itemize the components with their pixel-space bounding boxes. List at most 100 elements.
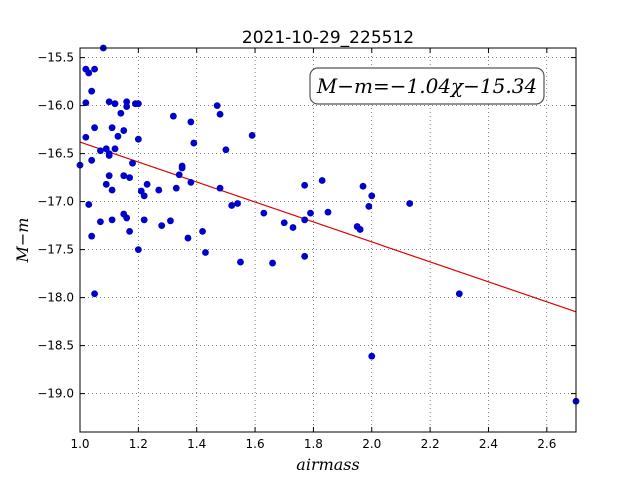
data-point — [120, 127, 128, 134]
data-point — [187, 118, 195, 126]
data-point — [108, 124, 116, 132]
x-tick-label: 1.6 — [246, 437, 265, 451]
data-point — [167, 217, 174, 225]
data-point — [126, 174, 133, 182]
data-points — [76, 44, 580, 405]
data-point — [172, 184, 180, 192]
plot-frame — [79, 47, 577, 433]
axis-ticks — [79, 48, 576, 432]
y-tick-label: −18.0 — [37, 291, 74, 305]
y-tick-label: −18.5 — [37, 339, 74, 353]
x-tick-label: 2.0 — [362, 437, 381, 451]
data-point — [234, 200, 241, 207]
x-tick-label: 2.2 — [421, 437, 440, 451]
data-point — [260, 209, 268, 217]
data-point — [202, 249, 209, 256]
x-tick-label: 1.0 — [70, 437, 89, 451]
data-point — [82, 133, 90, 141]
fit-line — [79, 141, 577, 313]
data-point — [123, 103, 131, 110]
chart-title: 2021-10-29_225512 — [242, 28, 414, 48]
data-point — [190, 139, 198, 147]
data-point — [105, 172, 113, 180]
data-point — [365, 203, 373, 210]
y-tick-label: −17.5 — [37, 243, 74, 257]
y-tick-label: −19.0 — [37, 387, 74, 401]
data-point — [91, 65, 98, 73]
data-point — [97, 218, 104, 226]
fit-equation-box-border — [309, 67, 545, 105]
data-point — [307, 209, 314, 217]
data-point — [178, 164, 186, 172]
data-point — [213, 102, 221, 109]
data-point — [111, 100, 119, 108]
data-point — [120, 172, 128, 180]
x-tick-label: 1.8 — [304, 437, 323, 451]
data-point — [155, 186, 163, 194]
data-point — [91, 290, 98, 298]
data-point — [222, 146, 230, 154]
grid-lines — [80, 48, 576, 432]
y-tick-label: −15.5 — [37, 51, 74, 65]
x-tick-label: 2.6 — [537, 437, 556, 451]
data-point — [123, 214, 131, 222]
data-point — [129, 159, 136, 167]
x-axis-label: airmass — [296, 455, 359, 474]
data-point — [228, 202, 236, 209]
data-point — [301, 216, 309, 224]
data-point — [134, 246, 142, 254]
data-point — [102, 180, 110, 188]
y-tick-label: −17.0 — [37, 195, 74, 209]
data-point — [324, 208, 332, 216]
data-point — [108, 186, 116, 194]
data-point — [301, 252, 309, 260]
data-point — [356, 226, 364, 233]
data-point — [216, 110, 224, 118]
data-point — [88, 87, 96, 95]
y-tick-label: −16.0 — [37, 99, 74, 113]
data-point — [117, 109, 125, 117]
data-point — [143, 180, 151, 188]
data-point — [140, 192, 148, 200]
data-point — [85, 69, 93, 77]
data-point — [140, 216, 148, 224]
data-point — [289, 224, 297, 231]
data-point — [199, 227, 206, 235]
data-point — [91, 124, 98, 132]
data-point — [82, 99, 90, 107]
data-point — [134, 135, 142, 143]
y-tick-labels: −15.5 −16.0 −16.5 −17.0 −17.5 −18.0 −18.5 −19.0 — [37, 51, 74, 401]
data-point — [85, 201, 93, 208]
y-tick-label: −16.5 — [37, 147, 74, 161]
data-point — [318, 177, 326, 184]
data-point — [280, 219, 288, 227]
x-tick-label: 1.4 — [187, 437, 206, 451]
y-axis-label: M−m — [13, 218, 32, 264]
data-point — [301, 181, 309, 189]
data-point — [406, 200, 414, 207]
data-point — [455, 290, 463, 298]
data-point — [158, 222, 166, 230]
data-point — [88, 156, 96, 164]
fit-equation-box: M−m=−1.04χ−15.34 — [309, 67, 545, 105]
data-point — [175, 171, 183, 179]
data-point — [187, 179, 195, 186]
data-point — [88, 232, 96, 240]
data-point — [126, 227, 133, 235]
data-point — [269, 259, 276, 267]
data-point — [134, 100, 142, 108]
data-point — [111, 145, 119, 153]
data-point — [169, 112, 177, 120]
data-point — [216, 184, 224, 192]
fit-equation-text: M−m=−1.04χ−15.34 — [316, 74, 537, 98]
data-point — [105, 98, 113, 106]
data-point — [105, 150, 113, 158]
data-point — [368, 192, 376, 200]
x-tick-label: 1.2 — [129, 437, 148, 451]
data-point — [108, 216, 116, 224]
fit-line-layer — [79, 141, 577, 313]
data-point — [359, 182, 367, 190]
data-point — [184, 234, 192, 242]
data-point — [248, 131, 256, 139]
